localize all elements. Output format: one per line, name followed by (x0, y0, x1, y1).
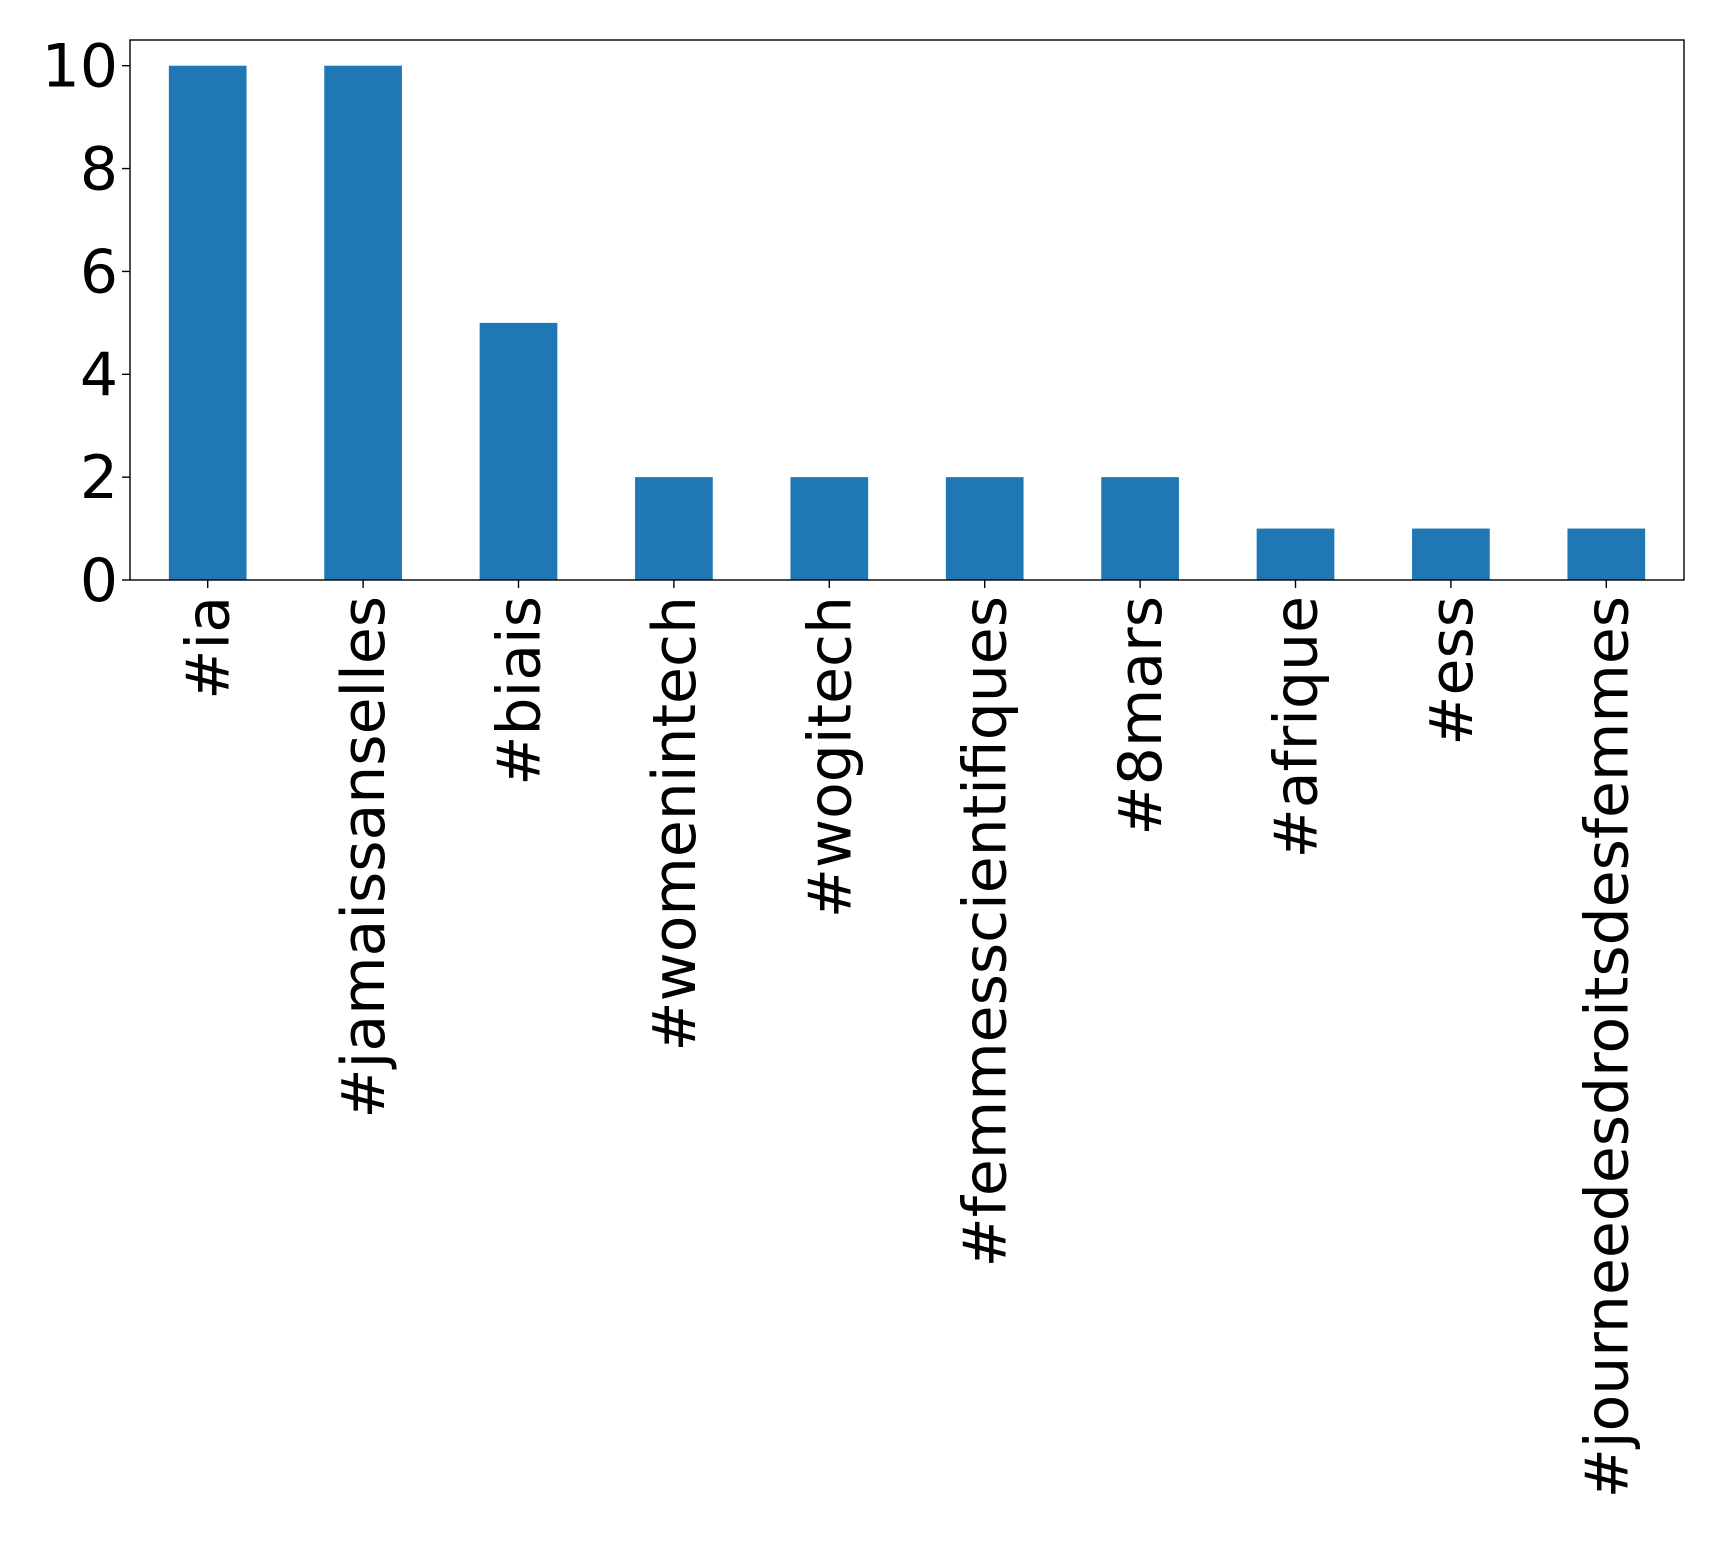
x-tick-label-0: #ia (174, 596, 244, 700)
bar-2 (479, 322, 558, 580)
bar-1 (324, 65, 402, 580)
y-axis: 0 2 4 6 8 10 (42, 32, 130, 616)
y-tick-label-4: 8 (80, 135, 118, 205)
x-axis: #ia #jamaissanselles #biais #womenintech #wo… (174, 580, 1642, 1498)
plot-frame (129, 39, 1685, 581)
x-tick-label-4: #wogitech (795, 596, 865, 918)
bar-5 (945, 477, 1024, 580)
y-tick-label-0: 0 (80, 546, 118, 616)
x-tick-label-8: #ess (1417, 596, 1487, 746)
bar-3 (635, 477, 713, 580)
y-tick-label-1: 2 (80, 443, 118, 513)
bars-group (168, 65, 1646, 580)
y-tick-label-3: 6 (80, 237, 118, 307)
x-tick-label-3: #womenintech (640, 596, 710, 1052)
x-tick-label-9: #journeedesdroitsdesfemmes (1572, 596, 1642, 1498)
x-tick-label-2: #biais (485, 596, 555, 786)
bar-0 (168, 65, 247, 580)
y-tick-label-5: 10 (42, 32, 118, 102)
bar-8 (1412, 528, 1490, 580)
bar-9 (1567, 528, 1646, 580)
bar-6 (1101, 477, 1179, 580)
bar-7 (1256, 528, 1335, 580)
y-tick-label-2: 4 (80, 340, 118, 410)
bar-4 (790, 477, 869, 580)
x-tick-label-7: #afrique (1262, 596, 1332, 859)
x-tick-label-6: #8mars (1106, 596, 1176, 836)
x-tick-label-1: #jamaissanselles (329, 596, 399, 1119)
x-tick-label-5: #femmesscientifiques (951, 596, 1021, 1268)
